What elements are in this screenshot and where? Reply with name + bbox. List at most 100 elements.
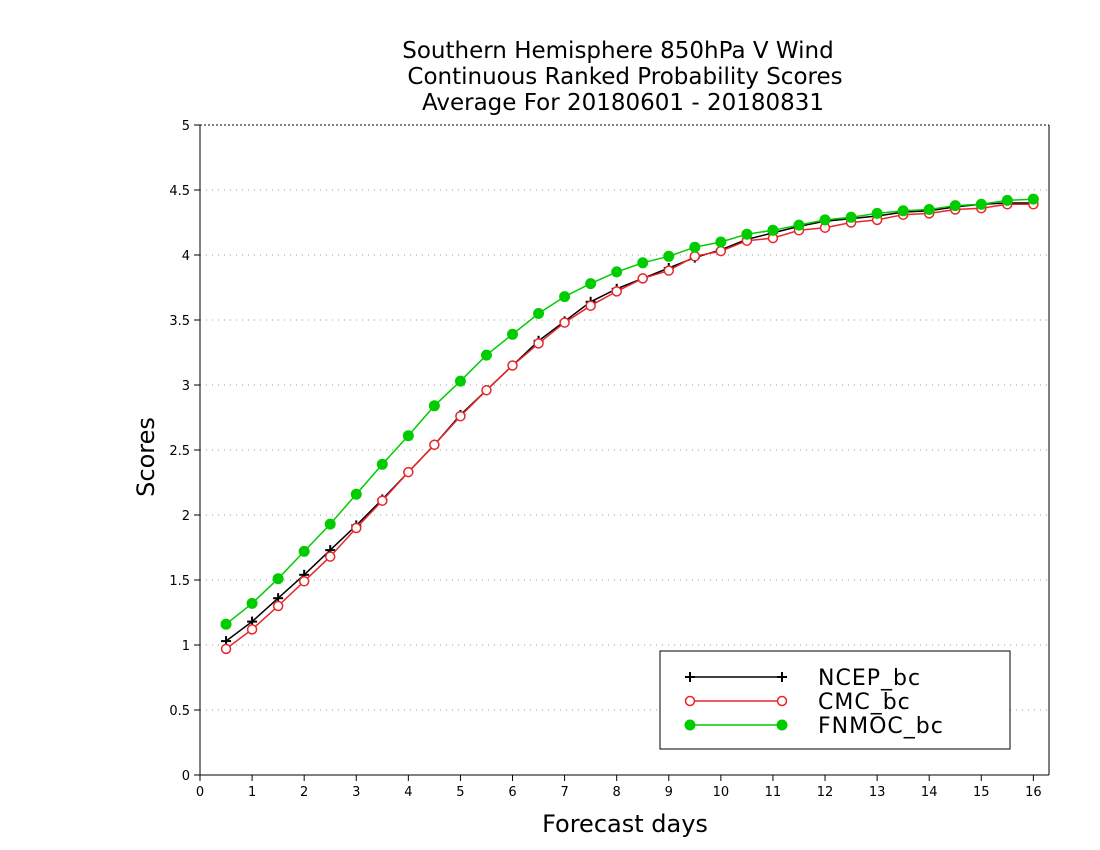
legend-label: NCEP_bc xyxy=(818,666,921,691)
y-tick-label: 3 xyxy=(182,379,190,394)
y-tick-label: 4.5 xyxy=(169,184,190,199)
data-point-FNMOC_bc xyxy=(324,518,336,530)
data-point-CMC_bc xyxy=(611,286,622,297)
y-tick-label: 1.5 xyxy=(169,574,190,589)
legend-entry-CMC_bc: CMC_bc xyxy=(684,690,911,715)
data-point-FNMOC_bc xyxy=(871,207,883,219)
x-tick-label: 15 xyxy=(973,785,990,800)
data-point-CMC_bc xyxy=(689,251,701,262)
data-point-CMC_bc xyxy=(298,576,310,587)
data-point-CMC_bc xyxy=(637,273,648,284)
data-point-FNMOC_bc xyxy=(611,266,623,278)
x-tick-label: 5 xyxy=(456,785,464,800)
data-point-FNMOC_bc xyxy=(949,200,961,212)
data-point-FNMOC_bc xyxy=(715,236,727,248)
y-tick-label: 3.5 xyxy=(169,314,190,329)
data-point-CMC_bc xyxy=(429,439,440,451)
x-tick-label: 16 xyxy=(1025,785,1042,800)
x-tick-label: 12 xyxy=(817,785,834,800)
chart-title-line-2: Continuous Ranked Probability Scores xyxy=(407,64,842,90)
data-point-FNMOC_bc xyxy=(1001,194,1013,206)
data-point-FNMOC_bc xyxy=(480,349,492,361)
y-tick-label: 4 xyxy=(182,249,190,264)
data-point-FNMOC_bc xyxy=(376,458,388,470)
data-point-CMC_bc xyxy=(246,624,258,635)
legend-marker xyxy=(777,672,787,682)
legend-entry-FNMOC_bc: FNMOC_bc xyxy=(684,714,944,739)
data-point-FNMOC_bc xyxy=(923,204,935,215)
data-point-FNMOC_bc xyxy=(350,488,362,500)
x-tick-label: 10 xyxy=(713,785,730,800)
data-point-FNMOC_bc xyxy=(585,278,597,290)
x-tick-label: 4 xyxy=(404,785,412,800)
data-point-CMC_bc xyxy=(663,265,675,276)
data-point-CMC_bc xyxy=(324,551,336,562)
data-point-FNMOC_bc xyxy=(767,224,779,236)
legend-marker xyxy=(684,719,696,731)
data-point-CMC_bc xyxy=(220,643,232,655)
legend-marker xyxy=(776,695,788,707)
data-point-FNMOC_bc xyxy=(1027,193,1039,205)
data-point-CMC_bc xyxy=(272,600,284,612)
data-point-CMC_bc xyxy=(481,384,492,396)
x-tick-label: 14 xyxy=(921,785,938,800)
x-tick-label: 7 xyxy=(560,785,568,800)
legend-marker xyxy=(684,695,696,707)
legend-box xyxy=(659,650,1011,750)
data-point-FNMOC_bc xyxy=(663,250,675,262)
data-point-FNMOC_bc xyxy=(689,241,701,253)
y-tick-label: 0.5 xyxy=(169,704,190,719)
x-tick-label: 9 xyxy=(665,785,673,800)
y-tick-label: 2.5 xyxy=(169,444,190,459)
data-point-CMC_bc xyxy=(377,495,388,506)
data-point-FNMOC_bc xyxy=(298,545,310,557)
axes: 00.511.522.533.544.550 1 2 3 4 5 6 7 8 9 10 11 12 13 1… xyxy=(169,119,1050,800)
y-tick-label: 5 xyxy=(182,119,190,134)
legend-marker xyxy=(776,719,788,731)
data-point-CMC_bc xyxy=(533,338,544,349)
y-tick-label: 2 xyxy=(182,509,190,524)
data-point-CMC_bc xyxy=(507,360,518,371)
data-point-FNMOC_bc xyxy=(897,205,909,217)
chart-title-line-3: Average For 20180601 - 20180831 xyxy=(422,90,824,116)
x-tick-label: 1 xyxy=(248,785,256,800)
series-FNMOC_bc xyxy=(220,193,1039,630)
chart-title-line-1: Southern Hemisphere 850hPa V Wind xyxy=(402,38,833,64)
data-point-CMC_bc xyxy=(455,410,466,422)
data-point-FNMOC_bc xyxy=(507,328,519,340)
x-tick-label: 13 xyxy=(869,785,886,800)
data-point-FNMOC_bc xyxy=(637,257,649,269)
data-point-FNMOC_bc xyxy=(559,291,571,303)
data-point-FNMOC_bc xyxy=(272,573,284,585)
x-tick-label: 11 xyxy=(765,785,782,800)
x-tick-label: 3 xyxy=(352,785,360,800)
data-point-FNMOC_bc xyxy=(220,618,232,630)
legend-entry-NCEP_bc: NCEP_bc xyxy=(685,666,921,691)
chart-title: Southern Hemisphere 850hPa V Wind Contin… xyxy=(402,38,842,116)
data-point-CMC_bc xyxy=(585,300,596,311)
data-point-CMC_bc xyxy=(351,522,362,534)
data-point-FNMOC_bc xyxy=(454,375,466,387)
data-point-FNMOC_bc xyxy=(793,219,805,231)
data-point-FNMOC_bc xyxy=(845,211,857,223)
legend-label: CMC_bc xyxy=(818,690,911,715)
legend-label: FNMOC_bc xyxy=(818,714,944,739)
data-point-CMC_bc xyxy=(559,317,570,328)
data-point-FNMOC_bc xyxy=(246,597,258,609)
data-point-CMC_bc xyxy=(715,245,727,257)
x-axis-label: Forecast days xyxy=(542,810,708,838)
data-point-CMC_bc xyxy=(403,466,414,478)
x-tick-label: 8 xyxy=(613,785,621,800)
data-point-FNMOC_bc xyxy=(533,308,545,319)
y-tick-label: 0 xyxy=(182,769,190,784)
y-tick-label: 1 xyxy=(182,639,190,654)
data-point-FNMOC_bc xyxy=(741,228,753,240)
plot-series xyxy=(220,193,1039,655)
data-point-FNMOC_bc xyxy=(428,400,440,412)
y-axis-label: Scores xyxy=(132,417,160,497)
legend-marker xyxy=(685,672,695,682)
data-point-FNMOC_bc xyxy=(402,430,414,442)
x-tick-label: 2 xyxy=(300,785,308,800)
